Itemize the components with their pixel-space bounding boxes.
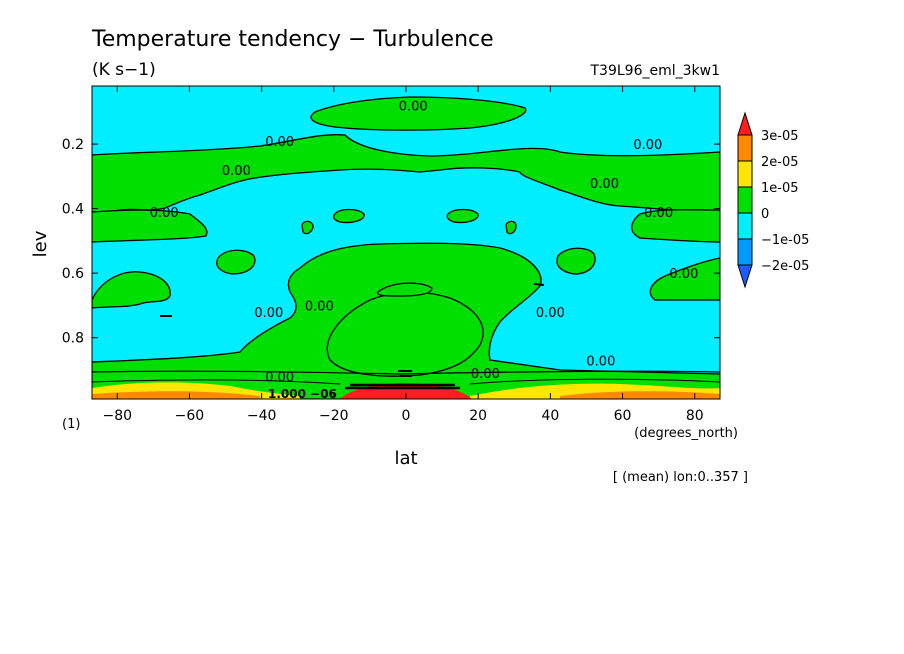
x-tick-label: 80 [686,408,704,424]
contour-label: 0.00 [536,306,565,321]
fill-band-orange-left [92,391,260,399]
colorbar-cap-top [737,111,753,136]
colorbar-cap-bottom [737,264,753,289]
footnote: [ (mean) lon:0..357 ] [613,470,748,485]
colorbar-swatch [737,160,753,188]
x-tick-label: 20 [469,408,487,424]
colorbar-label: −1e-05 [761,233,809,248]
y-tick-label: 0.2 [62,137,84,153]
small-contour-mark [533,283,545,286]
contour-fills [92,86,720,399]
contour-labels: 0.00 0.00 0.00 0.00 0.00 0.00 0.00 0.00 0.00 0.00… [150,99,699,385]
colorbar-swatch [737,212,753,240]
colorbar-label: 0 [761,207,769,222]
colorbar-label: 2e-05 [761,155,799,170]
fill-band-green [92,96,720,399]
surface-mark-2 [400,375,412,377]
contour-label: 0.00 [305,299,334,314]
colorbar-label: −2e-05 [761,259,809,274]
chart-units: (K s−1) [92,60,156,80]
contour-label: 0.00 [633,138,662,153]
colorbar-swatch [737,134,753,162]
contour-label: 0.00 [265,135,294,150]
x-tick-label: 60 [614,408,632,424]
x-tick-label: −40 [247,408,277,424]
x-tick-label: 40 [541,408,559,424]
y-tick-label: 0.6 [62,266,84,282]
contour-line-low-2 [92,378,720,385]
contour-label: 0.00 [590,177,619,192]
run-label: T39L96_eml_3kw1 [590,63,721,79]
x-axis: −80 −60 −40 −20 0 20 40 60 80 [102,86,704,424]
contour-label: 0.00 [254,306,283,321]
contour-label: 0.00 [265,370,294,385]
y-axis-units: (1) [62,417,80,432]
y-tick-label: 0.4 [62,202,84,218]
chart-title: Temperature tendency − Turbulence [91,27,494,52]
x-tick-label: −20 [319,408,349,424]
x-tick-label: 0 [402,408,411,424]
fill-band-orange-right [560,391,720,399]
contour-label: 0.00 [586,354,615,369]
contour-label: 0.00 [399,99,428,114]
surface-contour-label: 1.000 −06 [268,387,337,401]
x-tick-label: −80 [102,408,132,424]
y-axis-label: lev [30,230,51,257]
plot-area: 0.00 0.00 0.00 0.00 0.00 0.00 0.00 0.00 0.00 0.00… [62,85,721,424]
colorbar-label: 1e-05 [761,181,799,196]
contour-label: 0.00 [644,206,673,221]
x-axis-units: (degrees_north) [634,426,738,441]
surface-contour-lines [345,383,460,390]
contour-label: 0.00 [471,367,500,382]
contour-line-low [92,370,720,375]
x-axis-label: lat [394,448,417,469]
contour-label: 0.00 [222,164,251,179]
colorbar-swatch [737,186,753,214]
surface-mark [398,370,412,372]
y-tick-label: 0.8 [62,331,84,347]
contour-label: 0.00 [669,267,698,282]
y-axis: 0.2 0.4 0.6 0.8 [62,137,720,347]
contour-label: 0.00 [150,206,179,221]
x-tick-label: −60 [175,408,205,424]
colorbar: 3e-05 2e-05 1e-05 0 −1e-05 −2e-05 [737,111,809,289]
colorbar-label: 3e-05 [761,129,799,144]
colorbar-swatch [737,238,753,266]
